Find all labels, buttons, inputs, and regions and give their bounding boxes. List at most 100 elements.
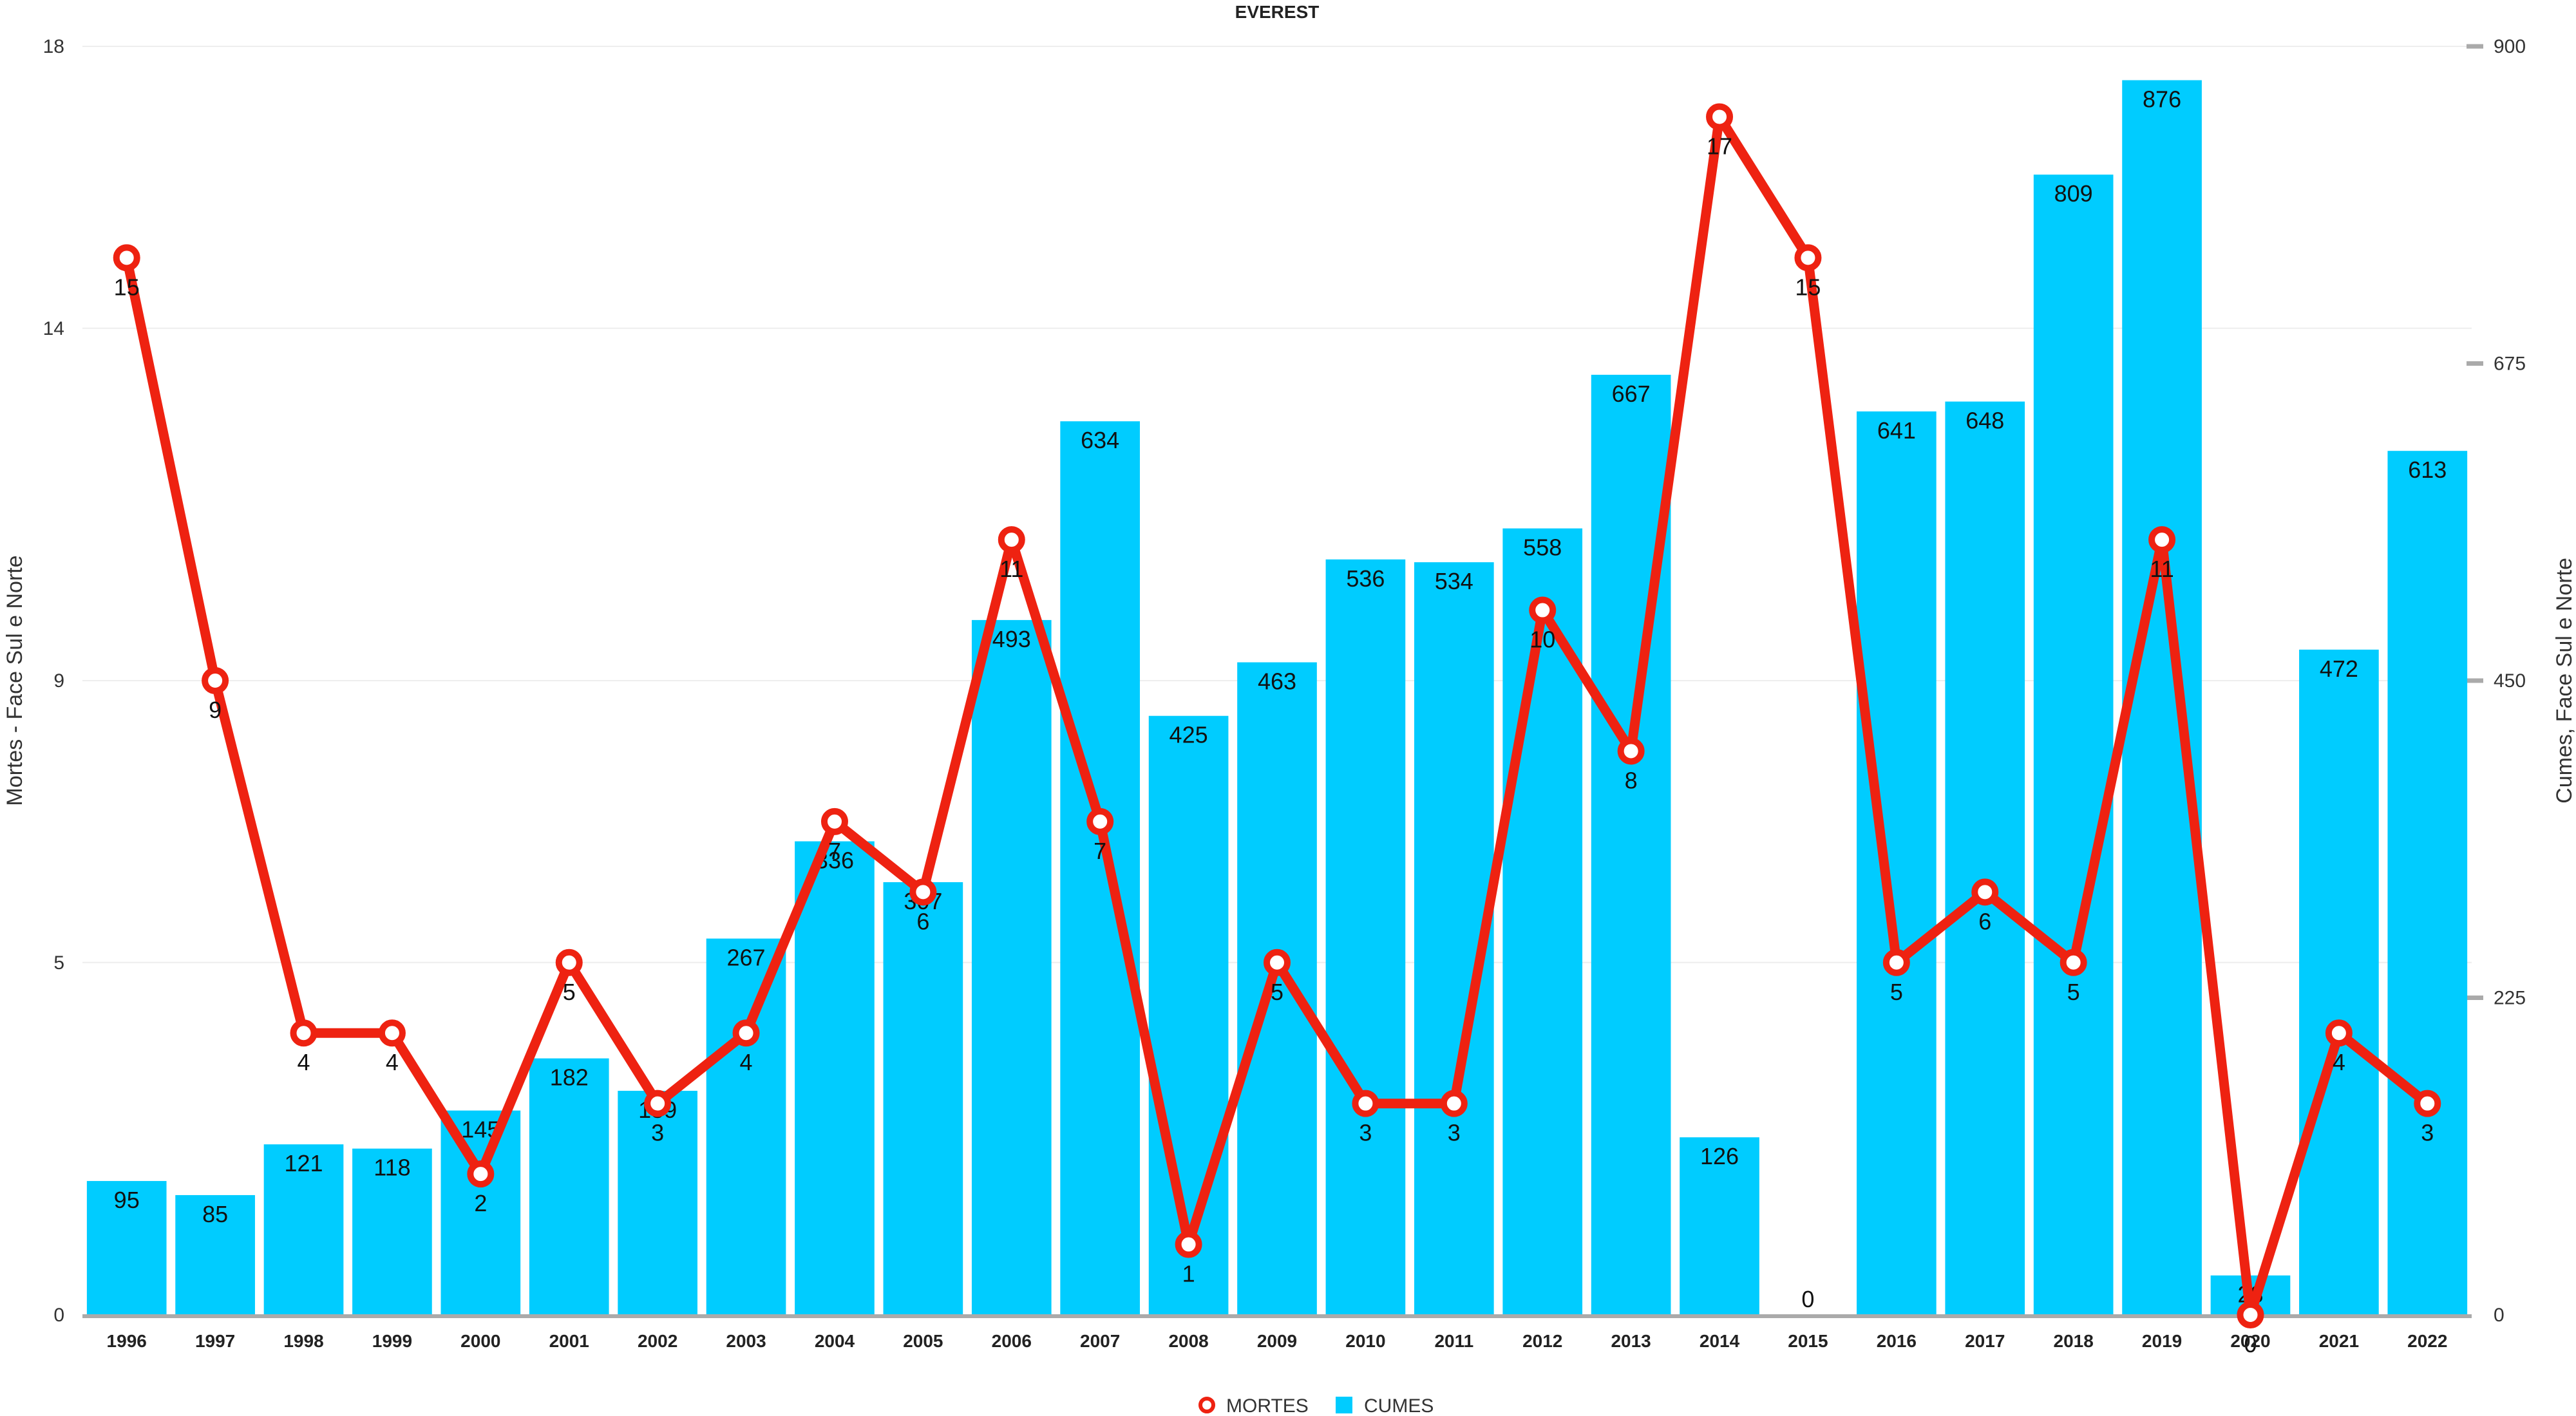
x-tick-label: 2009 — [1257, 1331, 1297, 1351]
mortes-value-label: 6 — [916, 908, 929, 934]
bar-1998 — [263, 1144, 344, 1315]
x-tick-label: 2004 — [815, 1331, 855, 1351]
x-tick-label: 1996 — [107, 1331, 147, 1351]
mortes-value-label: 2 — [474, 1190, 487, 1216]
bar-value-label: 0 — [1801, 1286, 1814, 1312]
y-right-tick-label: 225 — [2494, 988, 2526, 1009]
bar-value-label: 425 — [1170, 722, 1208, 748]
bar-2014 — [1680, 1137, 1759, 1315]
bar-value-label: 558 — [1523, 534, 1562, 561]
bar-1996 — [86, 1181, 167, 1315]
mortes-point-2000 — [467, 1160, 495, 1188]
bar-2021 — [2299, 649, 2379, 1315]
x-tick-label: 2005 — [903, 1331, 943, 1351]
mortes-point-2011 — [1440, 1090, 1468, 1117]
mortes-value-label: 4 — [298, 1049, 310, 1075]
x-tick-label: 2011 — [1434, 1331, 1473, 1351]
mortes-point-1997 — [202, 667, 229, 694]
mortes-value-label: 7 — [1094, 838, 1106, 864]
bar-2008 — [1148, 715, 1229, 1315]
mortes-point-1998 — [290, 1019, 317, 1047]
x-tick-label: 2013 — [1611, 1331, 1651, 1351]
mortes-value-label: 5 — [1271, 979, 1283, 1005]
bar-1997 — [175, 1194, 255, 1315]
x-tick-label: 2021 — [2319, 1331, 2359, 1351]
bar-value-label: 121 — [284, 1150, 323, 1176]
x-tick-label: 2020 — [2230, 1331, 2270, 1351]
mortes-point-2012 — [1529, 596, 1557, 624]
x-tick-label: 2015 — [1788, 1331, 1828, 1351]
mortes-point-2016 — [1882, 949, 1910, 976]
mortes-value-label: 3 — [2421, 1120, 2434, 1146]
bar-value-label: 641 — [1877, 417, 1916, 444]
mortes-point-2019 — [2148, 526, 2176, 554]
mortes-value-label: 3 — [1359, 1120, 1372, 1146]
mortes-point-2001 — [555, 949, 583, 976]
x-tick-label: 2008 — [1168, 1331, 1208, 1351]
legend-mortes-marker — [1198, 1397, 1215, 1413]
bar-2022 — [2387, 451, 2468, 1315]
mortes-point-2017 — [1971, 878, 1999, 906]
y-right-tick-label: 0 — [2494, 1305, 2505, 1326]
mortes-point-2006 — [998, 526, 1025, 554]
bar-2003 — [706, 938, 786, 1315]
bar-value-label: 182 — [550, 1064, 589, 1091]
mortes-value-label: 10 — [1530, 627, 1555, 653]
mortes-value-label: 7 — [828, 838, 841, 864]
mortes-point-2022 — [2414, 1090, 2441, 1117]
bar-2010 — [1325, 559, 1406, 1315]
mortes-point-2002 — [644, 1090, 672, 1117]
x-tick-label: 2006 — [992, 1331, 1032, 1351]
legend-cumes-label: CUMES — [1364, 1395, 1434, 1416]
x-tick-label: 2003 — [726, 1331, 766, 1351]
x-tick-label: 2001 — [549, 1331, 589, 1351]
y-right-tick-label: 450 — [2494, 670, 2526, 692]
mortes-value-label: 6 — [1978, 908, 1991, 934]
bar-2004 — [795, 841, 875, 1315]
bar-value-label: 126 — [1700, 1143, 1739, 1169]
x-tick-label: 2022 — [2407, 1331, 2447, 1351]
mortes-value-label: 9 — [209, 697, 222, 723]
bar-2009 — [1237, 662, 1317, 1315]
x-tick-label: 2002 — [638, 1331, 677, 1351]
x-tick-label: 1998 — [283, 1331, 323, 1351]
mortes-point-2005 — [909, 878, 937, 906]
mortes-point-1999 — [378, 1019, 406, 1047]
bar-1999 — [352, 1148, 432, 1315]
bar-2019 — [2122, 80, 2202, 1316]
mortes-value-label: 5 — [1890, 979, 1903, 1005]
mortes-point-2020 — [2237, 1301, 2264, 1328]
x-tick-label: 2010 — [1345, 1331, 1385, 1351]
mortes-point-2018 — [2060, 949, 2087, 976]
mortes-value-label: 4 — [386, 1049, 399, 1075]
mortes-point-2021 — [2325, 1019, 2353, 1047]
bar-2013 — [1591, 375, 1671, 1315]
bar-value-label: 95 — [114, 1187, 140, 1213]
x-tick-label: 2007 — [1080, 1331, 1120, 1351]
mortes-point-2004 — [820, 807, 848, 835]
y-left-tick-label: 5 — [53, 952, 64, 974]
mortes-value-label: 17 — [1707, 133, 1732, 159]
x-tick-label: 2018 — [2054, 1331, 2094, 1351]
mortes-value-label: 3 — [1448, 1120, 1461, 1146]
bar-2018 — [2033, 175, 2114, 1315]
mortes-point-2015 — [1794, 244, 1822, 272]
bar-value-label: 648 — [1965, 408, 2004, 434]
bar-2005 — [883, 882, 963, 1315]
x-tick-label: 1999 — [372, 1331, 412, 1351]
y-left-tick-label: 14 — [43, 318, 64, 339]
bar-2006 — [971, 619, 1052, 1315]
mortes-value-label: 1 — [1182, 1261, 1195, 1287]
x-tick-label: 2019 — [2142, 1331, 2182, 1351]
legend-mortes-label: MORTES — [1226, 1395, 1309, 1416]
mortes-value-label: 3 — [651, 1120, 664, 1146]
mortes-point-2010 — [1352, 1090, 1379, 1117]
mortes-point-2013 — [1617, 737, 1645, 765]
y-right-tick-label: 675 — [2494, 354, 2526, 375]
mortes-value-label: 15 — [114, 274, 140, 300]
y-left-tick-label: 18 — [43, 36, 64, 57]
x-tick-label: 2012 — [1522, 1331, 1562, 1351]
bar-value-label: 472 — [2320, 656, 2358, 682]
